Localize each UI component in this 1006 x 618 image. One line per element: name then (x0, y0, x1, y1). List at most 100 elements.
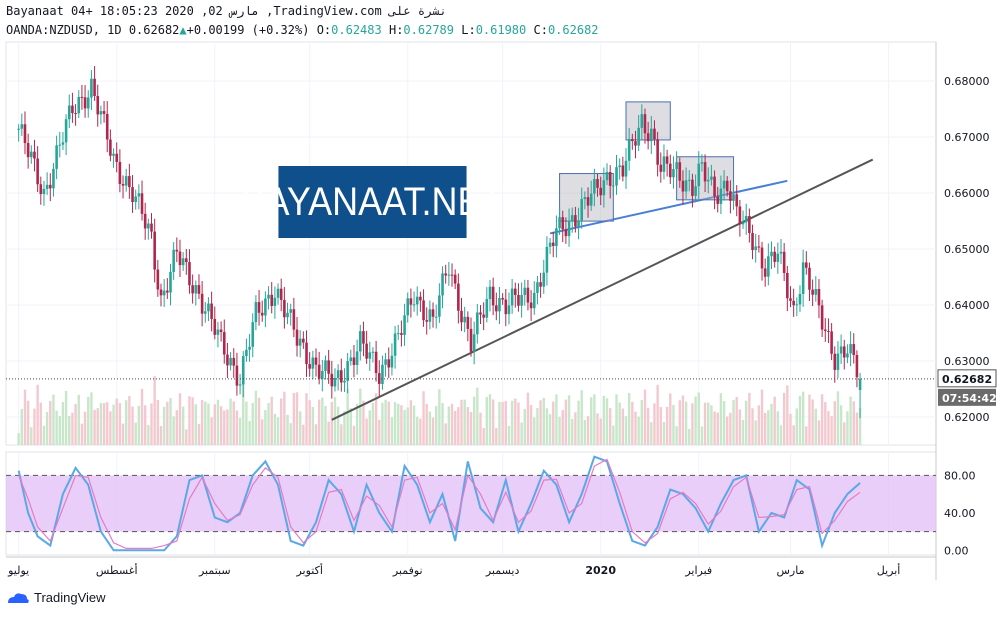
volume-bar (207, 403, 210, 445)
volume-bar (801, 391, 805, 445)
candle-body (175, 249, 179, 252)
candle-body (381, 364, 384, 384)
volume-bar (166, 401, 169, 445)
volume-bar (700, 426, 704, 445)
price-tick-label: 0.65000 (944, 243, 990, 256)
candle-body (858, 378, 862, 390)
candle-body (267, 294, 270, 299)
volume-bar (425, 403, 428, 445)
candle-body (330, 373, 334, 387)
candle-body (801, 262, 805, 295)
candle-body (719, 188, 723, 204)
candle-body (349, 357, 353, 362)
candle-body (700, 162, 704, 164)
volume-bar (397, 403, 400, 445)
candle-body (574, 215, 577, 227)
volume-bar (368, 410, 371, 445)
volume-bar (501, 401, 504, 445)
candle-body (194, 285, 198, 294)
candle-body (159, 289, 163, 296)
time-tick-label: أبريل (877, 563, 901, 577)
candle-body (340, 370, 343, 383)
volume-bar (257, 397, 261, 445)
candle-body (222, 332, 226, 355)
volume-bar (387, 401, 390, 445)
candle-body (621, 165, 625, 177)
volume-bar (688, 428, 691, 445)
candle-body (343, 380, 346, 383)
candle-body (466, 316, 470, 329)
volume-bar (276, 417, 280, 445)
candle-body (172, 249, 175, 272)
volume-bar (58, 415, 61, 445)
candle-body (520, 294, 523, 306)
main-pane (5, 41, 937, 446)
volume-bar (476, 387, 479, 445)
volume-bar (349, 408, 352, 445)
candle-body (694, 186, 697, 196)
candle-body (444, 273, 447, 276)
volume-bar (106, 402, 109, 445)
time-tick-label: ديسمبر (485, 564, 520, 577)
volume-bar (751, 408, 754, 445)
volume-bar (798, 395, 802, 445)
candle-body (517, 294, 520, 306)
volume-bar (567, 395, 571, 445)
candle-body (434, 316, 438, 318)
candle-body (23, 124, 27, 144)
candle-body (510, 288, 514, 306)
candle-body (814, 289, 818, 295)
candle-body (289, 309, 292, 313)
volume-bar (102, 402, 106, 445)
volume-bar (555, 394, 558, 445)
volume-bar (118, 403, 122, 445)
volume-bar (238, 417, 242, 445)
tradingview-cloud-icon (8, 592, 29, 603)
candle-body (374, 351, 378, 374)
candle-body (665, 156, 669, 164)
volume-bar (637, 416, 640, 445)
candle-body (526, 287, 530, 303)
candle-body (817, 289, 821, 306)
candle-body (235, 365, 239, 386)
high-label: H: (388, 23, 404, 37)
volume-bar (773, 396, 776, 445)
candle-body (191, 285, 194, 294)
candle-body (735, 194, 739, 207)
volume-bar (523, 409, 526, 445)
volume-bar (242, 384, 245, 445)
candle-body (346, 361, 349, 381)
candle-body (545, 246, 549, 273)
volume-bar (333, 396, 337, 445)
candle-body (248, 346, 251, 350)
volume-bar (200, 400, 204, 445)
volume-bar (248, 420, 251, 445)
volume-bar (552, 401, 555, 445)
volume-bar (254, 390, 258, 445)
tradingview-footer[interactable]: TradingView (6, 590, 106, 605)
candle-body (504, 299, 508, 315)
price-tick-label: 0.62000 (944, 411, 990, 424)
volume-bar (495, 427, 498, 445)
candle-body (542, 272, 546, 287)
candle-body (109, 139, 112, 156)
volume-bar (125, 400, 128, 445)
volume-bar (134, 422, 137, 445)
candle-body (48, 184, 52, 189)
candle-body (507, 305, 511, 315)
candle-body (460, 310, 463, 323)
volume-bar (295, 392, 299, 445)
candle-body (241, 356, 245, 385)
volume-bar (608, 408, 612, 445)
symbol-label[interactable]: OANDA:NZDUSD, 1D (6, 23, 122, 37)
volume-bar (80, 423, 84, 445)
volume-bar (419, 418, 422, 445)
volume-bar (93, 409, 96, 445)
volume-bar (143, 405, 147, 445)
candle-body (586, 197, 590, 206)
candle-body (691, 179, 694, 196)
candle-body (767, 256, 770, 277)
candle-body (67, 105, 71, 120)
volume-bar (479, 412, 482, 445)
candle-body (61, 142, 65, 145)
